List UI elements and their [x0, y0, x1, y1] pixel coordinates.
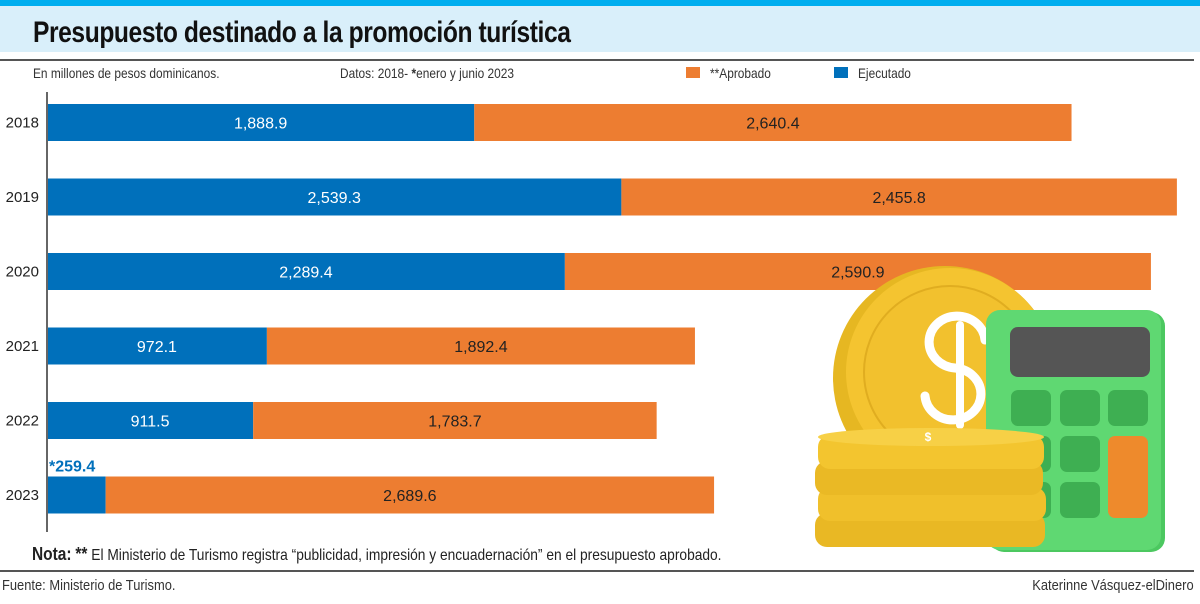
header-divider [0, 59, 1194, 61]
bar-ejecutado [47, 178, 622, 216]
data-label-aprobado: 1,892.4 [454, 339, 507, 356]
data-label-ejecutado: 2,539.3 [307, 190, 360, 207]
y-tick-label: 2022 [6, 413, 39, 430]
data-note-prefix: Datos: 2018- [340, 65, 412, 81]
y-tick-label: 2020 [6, 264, 39, 281]
data-label-aprobado: 1,783.7 [428, 414, 481, 431]
bar-aprobado [253, 402, 657, 439]
y-tick-label: 2023 [6, 487, 39, 504]
data-note-star: * [411, 65, 417, 81]
author-credit: Katerinne Vásquez-elDinero [1032, 577, 1194, 594]
data-label-ejecutado: 1,888.9 [234, 116, 287, 133]
legend-swatch-aprobado [686, 67, 700, 78]
data-label-aprobado: 2,455.8 [872, 190, 925, 207]
data-label-ejecutado: 2,289.4 [279, 265, 332, 282]
note-label: Nota: [32, 544, 72, 564]
footer-divider [0, 570, 1194, 572]
data-period-note: Datos: 2018- *enero y junio 2023 [340, 65, 514, 81]
bar-aprobado [621, 178, 1177, 216]
legend-swatch-ejecutado [834, 67, 848, 78]
data-note-suffix: enero y junio 2023 [416, 65, 515, 81]
note-text: El Ministerio de Turismo registra “publi… [87, 547, 722, 564]
legend-label-ejecutado: Ejecutado [858, 65, 911, 81]
chart-title: Presupuesto destinado a la promoción tur… [33, 16, 571, 49]
units-label: En millones de pesos dominicanos. [33, 65, 220, 81]
note-stars: ** [75, 544, 88, 564]
bar-aprobado [105, 476, 715, 514]
y-axis-line [46, 92, 48, 532]
bar-ejecutado [47, 327, 267, 365]
data-label-ejecutado: 972.1 [137, 339, 177, 356]
legend-label-aprobado: **Aprobado [710, 65, 771, 81]
title-bar: Presupuesto destinado a la promoción tur… [0, 6, 1200, 52]
y-tick-label: 2021 [6, 338, 39, 355]
bar-ejecutado [47, 104, 475, 141]
data-label-ejecutado: 911.5 [131, 414, 170, 431]
data-label-aprobado: 2,689.6 [383, 488, 436, 505]
top-accent-bar [0, 0, 1200, 6]
y-tick-label: 2019 [6, 189, 39, 206]
data-label-aprobado: 2,590.9 [831, 265, 884, 282]
bar-aprobado [474, 104, 1072, 141]
bar-aprobado [266, 327, 695, 365]
bar-ejecutado [47, 476, 106, 514]
bar-ejecutado [47, 402, 254, 439]
data-label-aprobado: 2,640.4 [746, 116, 799, 133]
y-tick-label: 2018 [6, 115, 39, 132]
data-label-ejecutado: *259.4 [49, 459, 95, 476]
footnote: Nota: ** El Ministerio de Turismo regist… [32, 544, 722, 565]
bar-ejecutado [47, 253, 565, 290]
source-label: Fuente: Ministerio de Turismo. [2, 577, 176, 594]
